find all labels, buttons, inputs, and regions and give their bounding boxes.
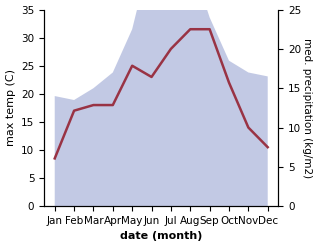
Y-axis label: med. precipitation (kg/m2): med. precipitation (kg/m2) [302,38,313,178]
X-axis label: date (month): date (month) [120,231,203,242]
Y-axis label: max temp (C): max temp (C) [5,69,16,146]
